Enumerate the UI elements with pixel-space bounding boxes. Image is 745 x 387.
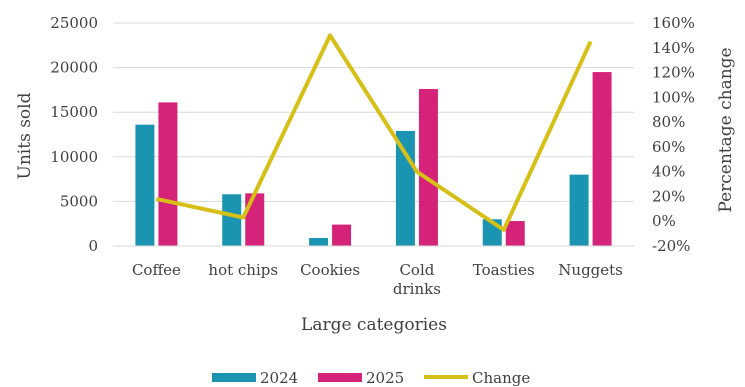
right-tick-label: 0% [652, 212, 676, 230]
line-series [155, 33, 593, 232]
category-label: Coffee [132, 261, 181, 279]
bar-series [135, 72, 612, 247]
bar-2024 [569, 174, 589, 246]
left-tick-label: 20000 [50, 59, 98, 77]
y2-axis-title: Percentage change [716, 47, 736, 212]
x-axis-title: Large categories [301, 315, 447, 335]
bar-2024 [222, 194, 242, 246]
right-tick-label: 120% [652, 64, 695, 82]
bar-2025 [418, 89, 438, 247]
bar-2025 [332, 224, 352, 246]
gridlines [113, 22, 634, 202]
right-tick-label: 60% [652, 138, 685, 156]
legend-swatch [318, 373, 362, 382]
line-Change [155, 33, 593, 232]
left-axis-ticks: 0 5000 10000 15000 20000 25000 [50, 14, 98, 255]
bar-2025 [505, 221, 525, 246]
bar-2025 [592, 72, 612, 246]
y-axis-title: Units sold [15, 92, 35, 179]
bar-2024 [395, 130, 415, 246]
right-axis-ticks: -20% 0% 20% 40% 60% 80% 100% 120% 140% 160% [652, 14, 695, 255]
category-label: Cold drinks [393, 261, 441, 298]
legend-swatch [212, 373, 256, 382]
right-tick-label: 40% [652, 163, 685, 181]
legend-label: Change [472, 369, 530, 387]
category-label: hot chips [208, 261, 278, 279]
legend-label: 2024 [260, 369, 298, 387]
bar-2024 [309, 237, 329, 246]
category-label: Nuggets [558, 261, 623, 279]
left-tick-label: 5000 [60, 192, 98, 210]
left-tick-label: 0 [88, 237, 98, 255]
left-tick-label: 10000 [50, 148, 98, 166]
right-tick-label: 160% [652, 14, 695, 32]
bar-2025 [158, 102, 178, 246]
category-label: Toasties [473, 261, 535, 279]
bar-2025 [245, 193, 265, 246]
legend: 2024 2025 Change [212, 369, 530, 387]
right-tick-label: 140% [652, 39, 695, 57]
right-tick-label: 20% [652, 187, 685, 205]
bar-2024 [135, 124, 155, 246]
category-tick-labels: Coffee hot chips Cookies Cold drinks Toasties… [132, 261, 623, 298]
legend-label: 2025 [366, 369, 404, 387]
left-tick-label: 15000 [50, 103, 98, 121]
right-tick-label: 80% [652, 113, 685, 131]
left-tick-label: 25000 [50, 14, 98, 32]
category-label: Cookies [300, 261, 360, 279]
right-tick-label: -20% [652, 237, 690, 255]
right-tick-label: 100% [652, 88, 695, 106]
